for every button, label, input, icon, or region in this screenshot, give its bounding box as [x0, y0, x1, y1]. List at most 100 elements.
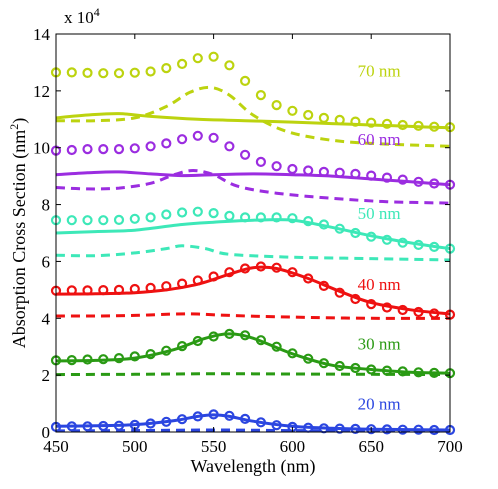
data-point-70-nm-11	[224, 60, 235, 71]
data-point-30-nm-5	[129, 351, 140, 362]
data-point-60-nm-19	[350, 168, 361, 179]
series-annotation-20-nm: 20 nm	[358, 394, 401, 413]
data-point-50-nm-3	[98, 215, 109, 226]
data-point-30-nm-3	[98, 354, 109, 365]
data-point-50-nm-15	[287, 213, 298, 224]
y-tick-label-0: 0	[42, 423, 51, 442]
data-point-50-nm-5	[129, 213, 140, 224]
data-point-30-nm-11	[224, 328, 235, 339]
labels-layer: 70 nm 60 nm 50 nm 40 nm 30 nm 20 nm	[358, 62, 401, 414]
data-point-70-nm-8	[177, 58, 188, 70]
x-tick-label-600: 600	[280, 437, 306, 456]
data-point-70-nm-17	[318, 112, 329, 124]
x-tick-label-650: 650	[358, 437, 384, 456]
data-point-30-nm-18	[334, 360, 345, 372]
y-tick-label-14: 14	[33, 25, 51, 44]
data-point-60-nm-12	[240, 149, 251, 160]
data-point-40-nm-18	[334, 287, 345, 298]
data-point-70-nm-16	[303, 109, 314, 121]
x-tick-label-550: 550	[201, 437, 227, 456]
data-point-70-nm-20	[366, 117, 377, 128]
data-point-50-nm-9	[192, 206, 203, 217]
data-point-70-nm-22	[397, 119, 408, 131]
y-tick-label-4: 4	[42, 309, 51, 328]
data-point-40-nm-19	[350, 293, 361, 305]
data-point-40-nm-8	[177, 278, 188, 289]
series-annotation-30-nm: 30 nm	[358, 335, 401, 354]
data-point-30-nm-10	[208, 331, 219, 342]
data-point-60-nm-17	[318, 166, 329, 177]
data-point-70-nm-19	[350, 116, 361, 127]
data-point-40-nm-11	[224, 267, 235, 278]
data-point-60-nm-24	[429, 178, 440, 189]
data-point-50-nm-23	[413, 239, 424, 250]
data-point-40-nm-4	[113, 284, 125, 295]
y-tick-label-12: 12	[33, 82, 50, 101]
data-point-30-nm-17	[318, 358, 329, 369]
data-point-30-nm-12	[240, 330, 251, 341]
y-tick-label-6: 6	[42, 252, 51, 271]
y-tick-label-2: 2	[42, 366, 51, 385]
data-point-60-nm-8	[177, 134, 188, 145]
y-axis-label-main: Absorption Cross Section (nm	[9, 130, 30, 349]
data-point-40-nm-1	[66, 285, 77, 296]
dashed-line-20-nm	[55, 428, 451, 433]
data-point-50-nm-19	[350, 227, 361, 239]
data-point-40-nm-9	[192, 275, 203, 286]
x-tick-label-700: 700	[437, 437, 463, 456]
data-point-60-nm-4	[113, 144, 125, 155]
y-axis-multiplier-base: x 10	[64, 8, 94, 27]
x-tick-label-450: 450	[43, 437, 69, 456]
y-axis-multiplier: x 104	[64, 5, 100, 27]
data-point-70-nm-3	[98, 68, 109, 79]
data-point-30-nm-14	[271, 341, 282, 352]
data-point-60-nm-21	[381, 172, 393, 183]
data-point-30-nm-24	[429, 367, 440, 378]
data-point-30-nm-16	[303, 353, 314, 364]
data-point-60-nm-11	[224, 141, 235, 152]
data-point-20-nm-11	[224, 410, 235, 421]
data-point-20-nm-21	[381, 424, 393, 435]
series-annotation-70-nm: 70 nm	[358, 62, 401, 81]
data-point-20-nm-10	[208, 409, 219, 420]
series-annotation-50-nm: 50 nm	[358, 204, 401, 223]
data-point-40-nm-16	[303, 273, 314, 284]
x-axis-label: Wavelength (nm)	[190, 456, 315, 477]
data-point-70-nm-4	[113, 68, 125, 79]
data-point-60-nm-5	[129, 143, 140, 154]
ticks-layer: 450 500 550 600 650 700 0 2 4 6 8 10 12 14	[33, 25, 463, 456]
data-point-60-nm-3	[98, 144, 109, 155]
y-tick-label-8: 8	[42, 196, 51, 215]
y-axis-label: Absorption Cross Section (nm2)	[7, 118, 30, 349]
data-point-50-nm-8	[177, 207, 188, 218]
data-point-40-nm-20	[366, 299, 377, 310]
y-axis-label-superscript: 2	[7, 124, 21, 130]
data-point-70-nm-24	[429, 121, 440, 132]
dashed-line-60-nm	[55, 168, 451, 205]
data-point-40-nm-23	[413, 306, 424, 318]
data-point-70-nm-18	[334, 114, 345, 126]
data-point-60-nm-7	[161, 138, 172, 149]
series-20-nm	[50, 409, 456, 436]
data-point-60-nm-22	[397, 174, 408, 185]
data-point-50-nm-22	[397, 237, 408, 248]
data-point-20-nm-18	[334, 423, 345, 434]
y-axis-label-close: )	[9, 118, 30, 124]
data-point-40-nm-5	[129, 283, 140, 295]
data-point-70-nm-6	[145, 66, 156, 77]
dashed-line-70-nm	[55, 85, 451, 148]
dashed-line-30-nm	[55, 372, 451, 377]
data-point-50-nm-16	[303, 216, 314, 227]
data-point-50-nm-4	[113, 214, 125, 225]
data-point-70-nm-1	[66, 67, 77, 78]
data-point-20-nm-12	[240, 413, 251, 424]
data-point-30-nm-23	[413, 367, 424, 378]
data-point-50-nm-20	[366, 231, 377, 242]
data-point-40-nm-3	[98, 285, 109, 296]
series-annotation-40-nm: 40 nm	[358, 275, 401, 294]
data-point-70-nm-13	[255, 89, 266, 101]
data-point-20-nm-2	[82, 421, 93, 432]
data-point-20-nm-23	[413, 424, 424, 435]
data-point-60-nm-18	[334, 167, 345, 178]
